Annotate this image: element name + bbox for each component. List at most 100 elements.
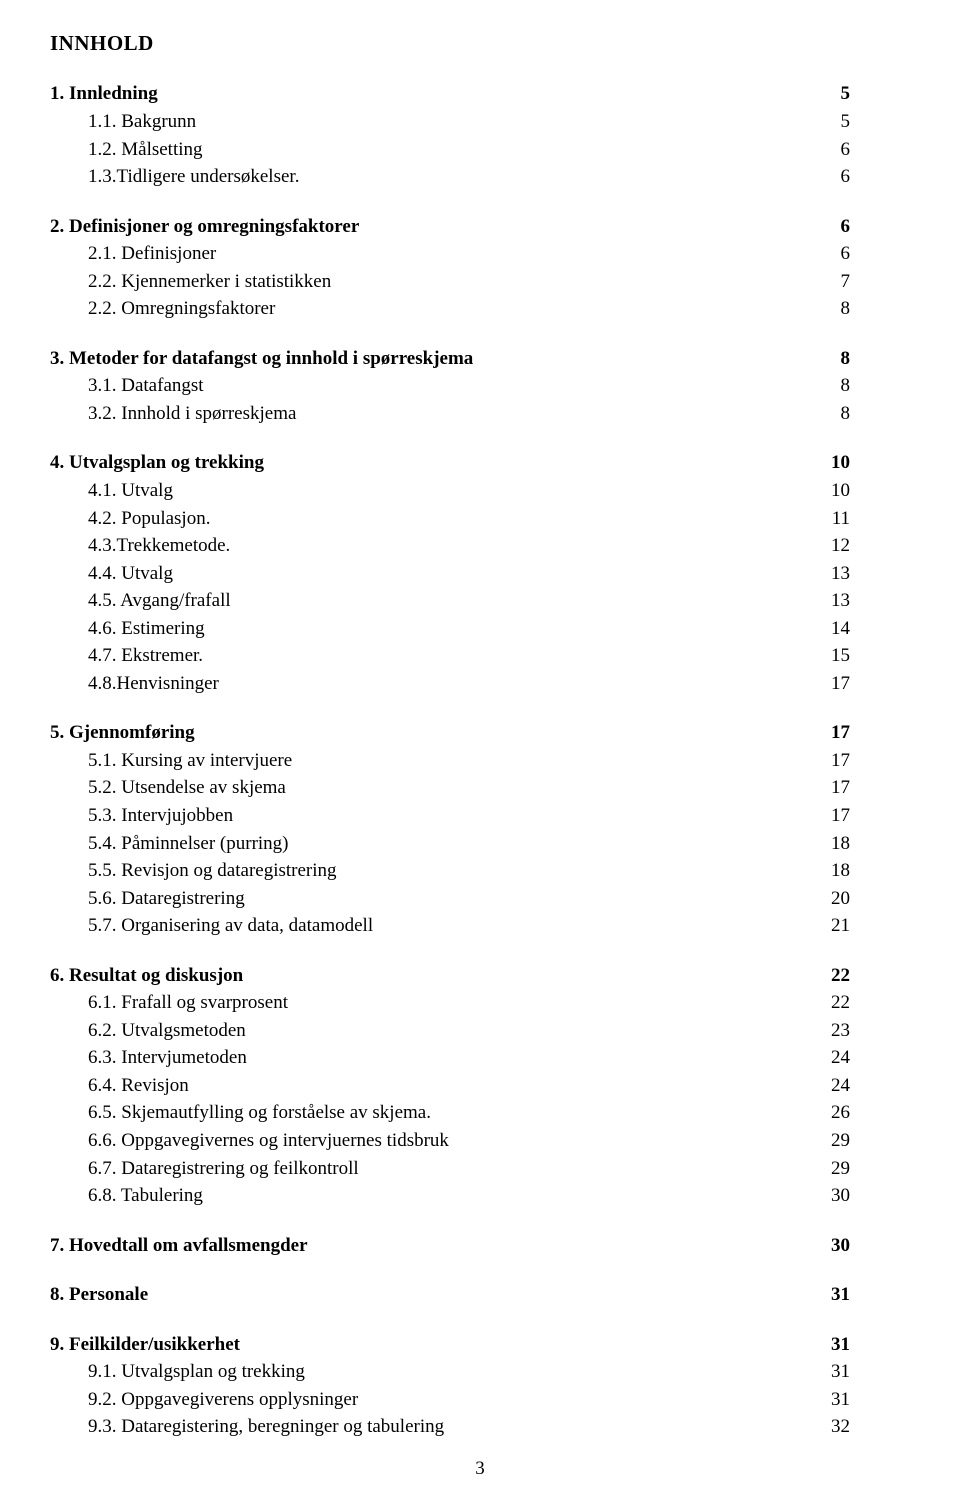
toc-item-row: 4.6. Estimering14: [50, 615, 850, 643]
toc-container: 1. Innledning51.1. Bakgrunn51.2. Målsett…: [50, 80, 850, 1441]
toc-section: 9. Feilkilder/usikkerhet319.1. Utvalgspl…: [50, 1331, 850, 1441]
toc-item-page: 24: [810, 1044, 850, 1072]
toc-item-label: 6.7. Dataregistrering og feilkontroll: [50, 1155, 810, 1183]
toc-item-label: 5.1. Kursing av intervjuere: [50, 747, 810, 775]
toc-item-row: 1.3.Tidligere undersøkelser.6: [50, 163, 850, 191]
toc-item-row: 6.2. Utvalgsmetoden23: [50, 1017, 850, 1045]
toc-item-page: 10: [810, 477, 850, 505]
toc-heading-label: 1. Innledning: [50, 80, 810, 108]
toc-heading-label: 5. Gjennomføring: [50, 719, 810, 747]
toc-item-label: 4.2. Populasjon.: [50, 505, 810, 533]
toc-heading-page: 22: [810, 962, 850, 990]
toc-item-page: 26: [810, 1099, 850, 1127]
toc-heading-label: 2. Definisjoner og omregningsfaktorer: [50, 213, 810, 241]
toc-item-page: 14: [810, 615, 850, 643]
toc-heading-row: 7. Hovedtall om avfallsmengder30: [50, 1232, 850, 1260]
toc-item-row: 6.1. Frafall og svarprosent22: [50, 989, 850, 1017]
toc-section: 6. Resultat og diskusjon226.1. Frafall o…: [50, 962, 850, 1210]
toc-item-row: 9.3. Dataregistering, beregninger og tab…: [50, 1413, 850, 1441]
toc-item-row: 6.5. Skjemautfylling og forståelse av sk…: [50, 1099, 850, 1127]
toc-heading-row: 4. Utvalgsplan og trekking10: [50, 449, 850, 477]
toc-heading-label: 9. Feilkilder/usikkerhet: [50, 1331, 810, 1359]
toc-item-label: 5.5. Revisjon og dataregistrering: [50, 857, 810, 885]
toc-heading-page: 31: [810, 1331, 850, 1359]
toc-section: 8. Personale31: [50, 1281, 850, 1309]
toc-item-label: 3.1. Datafangst: [50, 372, 810, 400]
toc-item-page: 20: [810, 885, 850, 913]
toc-item-label: 3.2. Innhold i spørreskjema: [50, 400, 810, 428]
toc-section: 5. Gjennomføring175.1. Kursing av interv…: [50, 719, 850, 939]
toc-item-page: 6: [810, 163, 850, 191]
toc-item-page: 18: [810, 830, 850, 858]
toc-title: INNHOLD: [50, 28, 850, 58]
toc-item-page: 29: [810, 1155, 850, 1183]
toc-item-label: 4.8.Henvisninger: [50, 670, 810, 698]
toc-section: 2. Definisjoner og omregningsfaktorer62.…: [50, 213, 850, 323]
toc-item-row: 4.8.Henvisninger17: [50, 670, 850, 698]
toc-item-label: 4.4. Utvalg: [50, 560, 810, 588]
toc-heading-label: 3. Metoder for datafangst og innhold i s…: [50, 345, 810, 373]
toc-item-label: 6.1. Frafall og svarprosent: [50, 989, 810, 1017]
toc-item-row: 9.1. Utvalgsplan og trekking31: [50, 1358, 850, 1386]
toc-heading-label: 8. Personale: [50, 1281, 810, 1309]
toc-heading-row: 2. Definisjoner og omregningsfaktorer6: [50, 213, 850, 241]
toc-item-page: 29: [810, 1127, 850, 1155]
toc-item-row: 2.1. Definisjoner6: [50, 240, 850, 268]
toc-item-page: 6: [810, 136, 850, 164]
toc-item-row: 6.7. Dataregistrering og feilkontroll29: [50, 1155, 850, 1183]
toc-item-row: 5.7. Organisering av data, datamodell21: [50, 912, 850, 940]
toc-item-row: 1.2. Målsetting6: [50, 136, 850, 164]
toc-item-label: 1.2. Målsetting: [50, 136, 810, 164]
toc-item-page: 11: [810, 505, 850, 533]
toc-item-page: 23: [810, 1017, 850, 1045]
toc-item-page: 17: [810, 802, 850, 830]
toc-item-label: 6.5. Skjemautfylling og forståelse av sk…: [50, 1099, 810, 1127]
toc-item-page: 31: [810, 1386, 850, 1414]
toc-item-label: 5.7. Organisering av data, datamodell: [50, 912, 810, 940]
toc-item-label: 6.4. Revisjon: [50, 1072, 810, 1100]
toc-item-label: 2.2. Kjennemerker i statistikken: [50, 268, 810, 296]
toc-item-label: 9.2. Oppgavegiverens opplysninger: [50, 1386, 810, 1414]
toc-item-page: 32: [810, 1413, 850, 1441]
toc-heading-page: 10: [810, 449, 850, 477]
toc-heading-row: 6. Resultat og diskusjon22: [50, 962, 850, 990]
toc-item-label: 6.6. Oppgavegivernes og intervjuernes ti…: [50, 1127, 810, 1155]
toc-item-page: 17: [810, 747, 850, 775]
toc-item-label: 2.1. Definisjoner: [50, 240, 810, 268]
toc-heading-row: 8. Personale31: [50, 1281, 850, 1309]
toc-section: 7. Hovedtall om avfallsmengder30: [50, 1232, 850, 1260]
toc-item-label: 5.3. Intervjujobben: [50, 802, 810, 830]
toc-heading-row: 1. Innledning5: [50, 80, 850, 108]
toc-item-label: 4.7. Ekstremer.: [50, 642, 810, 670]
toc-item-row: 4.3.Trekkemetode.12: [50, 532, 850, 560]
toc-item-row: 2.2. Kjennemerker i statistikken7: [50, 268, 850, 296]
toc-item-page: 8: [810, 295, 850, 323]
toc-item-label: 5.4. Påminnelser (purring): [50, 830, 810, 858]
toc-item-row: 6.8. Tabulering30: [50, 1182, 850, 1210]
toc-item-row: 3.2. Innhold i spørreskjema8: [50, 400, 850, 428]
toc-item-row: 4.4. Utvalg13: [50, 560, 850, 588]
toc-heading-label: 7. Hovedtall om avfallsmengder: [50, 1232, 810, 1260]
toc-heading-page: 6: [810, 213, 850, 241]
toc-item-row: 5.3. Intervjujobben17: [50, 802, 850, 830]
toc-item-page: 5: [810, 108, 850, 136]
toc-item-page: 8: [810, 372, 850, 400]
toc-item-row: 6.4. Revisjon24: [50, 1072, 850, 1100]
toc-item-page: 17: [810, 670, 850, 698]
toc-item-label: 2.2. Omregningsfaktorer: [50, 295, 810, 323]
toc-item-page: 22: [810, 989, 850, 1017]
toc-item-row: 5.4. Påminnelser (purring)18: [50, 830, 850, 858]
toc-item-label: 4.1. Utvalg: [50, 477, 810, 505]
toc-item-label: 9.3. Dataregistering, beregninger og tab…: [50, 1413, 810, 1441]
toc-item-row: 9.2. Oppgavegiverens opplysninger31: [50, 1386, 850, 1414]
toc-heading-row: 3. Metoder for datafangst og innhold i s…: [50, 345, 850, 373]
toc-item-row: 3.1. Datafangst8: [50, 372, 850, 400]
toc-item-label: 4.5. Avgang/frafall: [50, 587, 810, 615]
toc-heading-page: 5: [810, 80, 850, 108]
toc-section: 4. Utvalgsplan og trekking104.1. Utvalg1…: [50, 449, 850, 697]
toc-item-label: 4.3.Trekkemetode.: [50, 532, 810, 560]
toc-item-page: 21: [810, 912, 850, 940]
toc-item-label: 6.2. Utvalgsmetoden: [50, 1017, 810, 1045]
toc-heading-page: 30: [810, 1232, 850, 1260]
toc-item-page: 18: [810, 857, 850, 885]
